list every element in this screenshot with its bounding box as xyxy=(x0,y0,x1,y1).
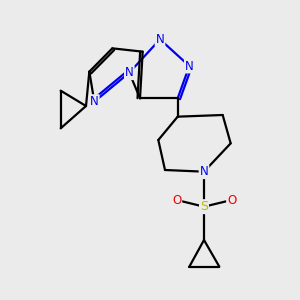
Text: N: N xyxy=(125,66,134,79)
Text: O: O xyxy=(227,194,236,206)
Text: N: N xyxy=(90,95,99,108)
Text: S: S xyxy=(200,200,208,213)
Text: O: O xyxy=(172,194,181,206)
Text: N: N xyxy=(185,59,194,73)
Text: N: N xyxy=(200,165,208,178)
Text: N: N xyxy=(156,33,164,46)
